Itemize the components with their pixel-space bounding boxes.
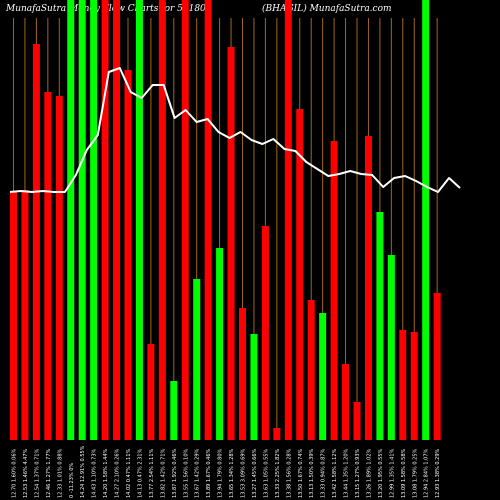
- x-tick-label: 12.33 1.01% 0.88%: [57, 448, 63, 498]
- x-tick-label: 13.53 3.09% 0.69%: [241, 448, 247, 498]
- x-tick-label: 12.53 1.46% 4.47%: [23, 448, 29, 498]
- bar: [273, 428, 281, 440]
- bar-layer: [10, 0, 441, 440]
- bar: [216, 248, 224, 440]
- bar: [32, 44, 40, 440]
- x-tick-label: 13.82 1.42% 0.71%: [160, 448, 166, 498]
- bar: [376, 212, 384, 440]
- label-layer: 12.70 1.60% 0.06% 12.53 1.46% 4.47% 12.54 …: [12, 445, 442, 498]
- bar: [21, 190, 29, 440]
- x-tick-label: 13.08 1.79% 0.25%: [412, 448, 418, 498]
- bar: [124, 70, 132, 440]
- bar: [147, 344, 155, 440]
- bar: [296, 109, 304, 440]
- x-tick-label: 13.33 2.25% 1.82%: [275, 448, 281, 498]
- bar: [353, 402, 361, 440]
- bar: [227, 47, 235, 440]
- bar: [193, 279, 201, 440]
- x-tick-label: 14.27 2.10% 0.26%: [115, 448, 121, 498]
- x-tick-label: 13.27 1.45% 0.66%: [252, 448, 258, 498]
- bar: [204, 0, 212, 440]
- x-tick-label: 13.38 1.56% 0.28%: [286, 448, 292, 498]
- bar: [410, 332, 418, 440]
- x-tick-label: 13.44 1.35% 1.20%: [344, 448, 350, 498]
- bar: [55, 96, 63, 440]
- bar: [319, 313, 327, 440]
- bar: [433, 293, 441, 440]
- x-tick-label: 14.02 0.47% 1.11%: [126, 448, 132, 498]
- x-tick-label: 0 -11.23% 0%: [69, 463, 75, 498]
- x-tick-label: 13.77 2.54% 1.11%: [149, 448, 155, 498]
- bar: [135, 0, 143, 440]
- x-tick-label: 13.33 0.94% 0.87%: [321, 448, 327, 498]
- x-tick-label: 13.67 1.42% 0.29%: [195, 448, 201, 498]
- x-tick-label: 13.42 1.58% 1.12%: [332, 448, 338, 498]
- chart-title-right: (BHAGIL) MunafaSutra.com: [262, 4, 392, 14]
- bar: [342, 364, 350, 440]
- x-tick-label: 13.15 1.27% 0.93%: [355, 448, 361, 498]
- bar: [330, 141, 338, 440]
- x-tick-label: 13.26 1.89% 1.02%: [366, 448, 372, 498]
- bar: [113, 0, 121, 440]
- bar: [181, 0, 189, 440]
- x-tick-label: 13.50 1.67% 0.74%: [298, 448, 304, 498]
- chart-title-left: MunafaSutra Money Flow Charts for 531803: [6, 4, 212, 14]
- bar: [284, 0, 292, 440]
- money-flow-line: [9, 67, 461, 193]
- grid-layer: [13, 18, 438, 440]
- bar: [261, 226, 269, 440]
- bar: [239, 308, 246, 440]
- line-layer: [9, 67, 461, 193]
- x-tick-label: 12.70 1.60% 0.06%: [12, 448, 18, 498]
- x-tick-label: 14.43 1.10% 0.73%: [92, 448, 98, 498]
- bar: [399, 330, 407, 440]
- bar: [158, 0, 166, 440]
- x-tick-label: 12.93 1.38% 0.29%: [435, 448, 441, 498]
- bar: [250, 334, 258, 440]
- x-tick-label: 13.94 1.79% 0.80%: [218, 448, 224, 498]
- bar: [90, 0, 98, 440]
- x-tick-label: 12.54 1.37% 0.71%: [34, 448, 40, 498]
- bar: [44, 92, 52, 440]
- x-tick-label: 13.63 1.05% 0.55%: [263, 448, 269, 498]
- x-tick-label: 12.46 1.27% 1.77%: [46, 448, 52, 498]
- x-tick-label: 14.13 0.47% 2.31%: [137, 448, 143, 498]
- x-tick-label: 12.94 2.84% 1.07%: [424, 448, 430, 498]
- bar: [67, 0, 75, 440]
- bar: [387, 255, 395, 440]
- x-tick-label: 13.55 1.56% 0.10%: [183, 448, 189, 498]
- x-tick-label: 13.13 1.50% 0.39%: [309, 448, 315, 498]
- bar: [78, 0, 86, 440]
- bar: [101, 0, 109, 440]
- bar: [10, 192, 17, 440]
- x-tick-label: 12.99 1.35% 1.41%: [389, 448, 395, 498]
- x-tick-label: 13.87 1.92% 0.46%: [172, 448, 178, 498]
- x-tick-label: 13.89 1.67% 0.46%: [206, 448, 212, 498]
- x-tick-label: 14.20 1.58% 1.44%: [103, 448, 109, 498]
- x-tick-label: 13.20 1.95% 0.55%: [378, 448, 384, 498]
- x-tick-label: 14.24 12.91% 0.55%: [80, 445, 86, 498]
- x-tick-label: 13.65 1.34% 1.28%: [229, 448, 235, 498]
- x-tick-label: 13.09 1.58% 0.58%: [401, 448, 407, 498]
- bar: [422, 0, 430, 440]
- bar: [170, 381, 178, 440]
- bar: [364, 136, 372, 440]
- bar: [307, 300, 315, 440]
